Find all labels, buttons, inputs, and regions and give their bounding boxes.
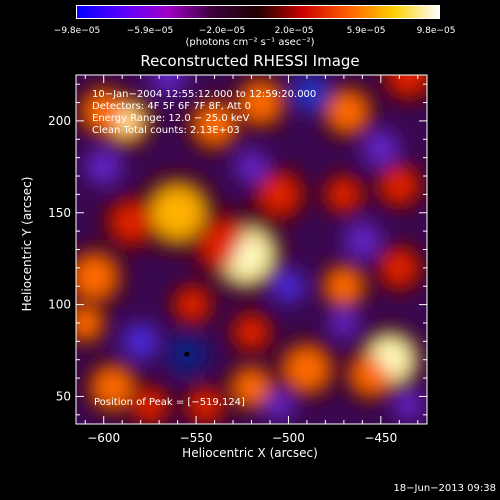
image-blob-positive	[286, 348, 328, 390]
colorbar-tick-label: 9.8e−05	[416, 26, 456, 36]
colorbar-tick-label: 2.0e−05	[274, 26, 314, 36]
x-tick-label: −450	[364, 431, 397, 445]
image-blob-negative	[85, 148, 123, 186]
x-tick-label: −600	[87, 431, 120, 445]
y-tick-label: 200	[48, 114, 71, 128]
colorbar-tick-label: 5.9e−05	[346, 26, 386, 36]
image-blob-positive	[242, 84, 280, 122]
colorbar-units: (photons cm⁻² s⁻¹ asec⁻²)	[185, 37, 315, 48]
image-blob-positive	[151, 186, 204, 239]
info-time-range: 10−Jan−2004 12:55:12.000 to 12:59:20.000	[92, 89, 317, 100]
image-blob-negative	[122, 322, 160, 360]
x-tick-label: −550	[180, 431, 213, 445]
colorbar-tick-label: −5.9e−05	[126, 26, 174, 36]
image-blob-positive	[112, 203, 150, 241]
image-blob-positive	[234, 370, 269, 404]
image-blob-positive	[327, 269, 361, 303]
image-blob-negative	[234, 150, 269, 184]
image-blob-negative	[329, 308, 359, 338]
image-blob-positive	[390, 75, 427, 94]
image-blob-negative	[393, 390, 424, 421]
colorbar-tick-label: −2.0e−05	[198, 26, 246, 36]
chart-title: Reconstructed RHESSI Image	[140, 52, 360, 70]
image-blob-negative	[264, 390, 294, 421]
y-tick-label: 100	[48, 298, 71, 312]
info-detectors: Detectors: 4F 5F 6F 7F 8F, Att 0	[92, 101, 252, 112]
info-clean-counts: Clean Total counts: 2.13E+03	[92, 125, 240, 136]
image-blob-positive	[382, 168, 416, 202]
image-blob-negative	[271, 269, 306, 303]
image-blob-core	[380, 349, 401, 370]
image-blob-positive	[382, 251, 416, 285]
x-axis-label: Heliocentric X (arcsec)	[182, 446, 318, 460]
image-blob-negative	[292, 75, 330, 112]
image-blob-positive	[135, 390, 165, 421]
image-blob-positive	[177, 289, 208, 320]
image-blob-core	[117, 112, 135, 130]
image-blob-core	[234, 243, 258, 267]
image-blob-positive	[236, 317, 267, 347]
info-energy-range: Energy Range: 12.0 − 25.0 keV	[92, 113, 250, 124]
image-blob-negative	[149, 75, 187, 94]
x-tick-label: −500	[272, 431, 305, 445]
image-blob-positive	[190, 390, 221, 421]
y-tick-label: 50	[56, 389, 71, 403]
image-blob-positive	[76, 256, 115, 298]
image-blob-positive	[85, 93, 123, 131]
image-blob-positive	[329, 179, 359, 210]
image-blob-positive	[196, 106, 234, 144]
y-tick-label: 150	[48, 206, 71, 220]
colorbar	[76, 5, 440, 19]
footer-date: 18−Jun−2013 09:38	[393, 483, 496, 494]
image-blob-positive	[260, 175, 298, 213]
image-blob-negative	[343, 221, 381, 259]
image-blob-positive	[76, 308, 101, 338]
image-blob-positive	[94, 368, 132, 406]
y-axis-label: Heliocentric Y (arcsec)	[20, 176, 34, 312]
image-blob-positive	[353, 355, 391, 393]
image-blob-positive	[329, 93, 367, 131]
minimum-marker	[184, 351, 190, 357]
peak-position-label: Position of Peak = [−519,124]	[94, 397, 245, 408]
image-blob-negative	[362, 130, 400, 167]
colorbar-tick-label: −9.8e−05	[53, 26, 101, 36]
